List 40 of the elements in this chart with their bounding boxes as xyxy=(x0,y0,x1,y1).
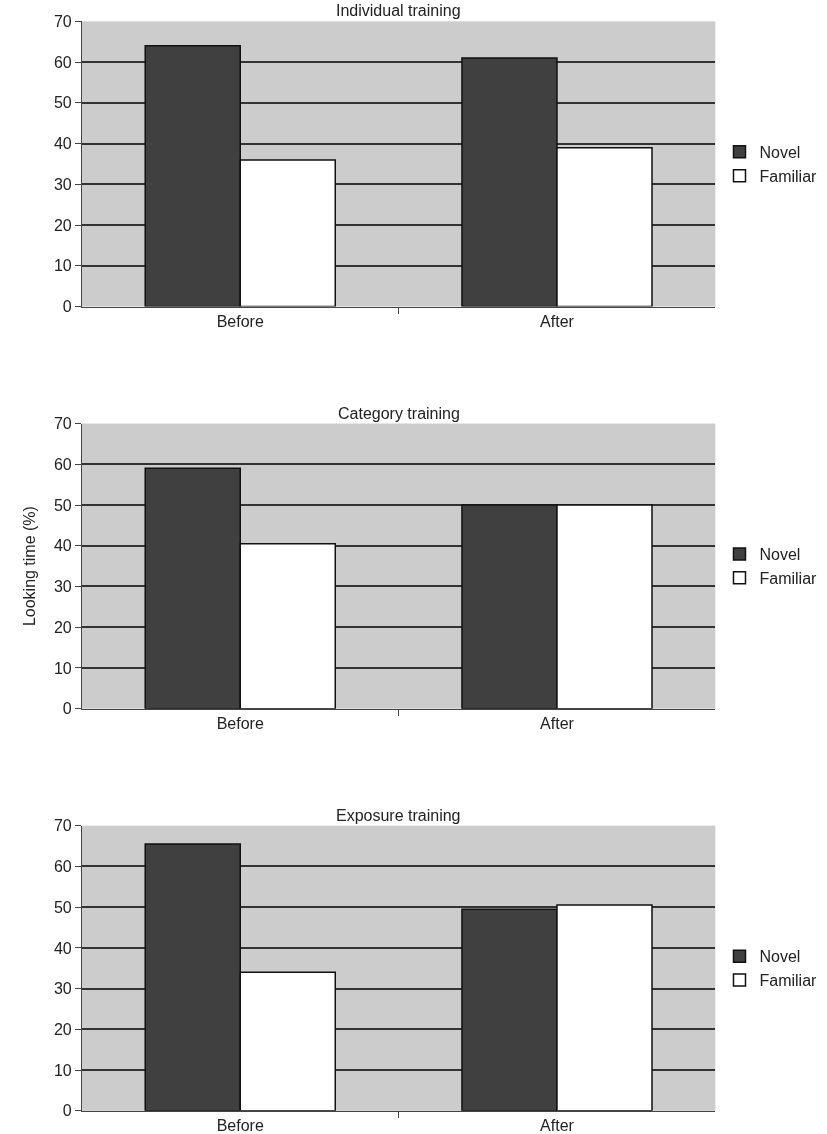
y-tick-label: 60 xyxy=(53,858,72,876)
legend-label: Novel xyxy=(759,546,801,564)
y-tick-label: 20 xyxy=(53,1020,72,1038)
x-tick-label: After xyxy=(540,714,575,732)
legend-label: Familiar xyxy=(759,167,818,185)
y-tick-label: 70 xyxy=(53,12,72,30)
y-tick-label: 30 xyxy=(53,175,72,193)
y-tick-label: 40 xyxy=(53,135,72,153)
y-tick-label: 0 xyxy=(62,1102,72,1120)
chart-title: Category training xyxy=(338,405,460,422)
y-tick-label: 10 xyxy=(53,659,72,677)
chart-title: Exposure training xyxy=(336,807,461,824)
y-tick-label: 50 xyxy=(53,496,72,514)
y-axis-title: Looking time (%) xyxy=(20,506,38,627)
chart-title: Individual training xyxy=(336,2,461,19)
y-tick-label: 20 xyxy=(53,618,72,636)
y-tick-label: 30 xyxy=(53,980,72,998)
legend-label: Novel xyxy=(759,144,801,162)
y-tick-label: 10 xyxy=(53,1061,72,1079)
y-tick-label: 50 xyxy=(53,898,72,916)
x-tick-label: Before xyxy=(216,714,264,732)
y-tick-label: 60 xyxy=(53,53,72,71)
y-tick-label: 0 xyxy=(62,298,72,316)
y-tick-label: 60 xyxy=(53,455,72,473)
legend-label: Familiar xyxy=(759,972,818,990)
legend-label: Novel xyxy=(759,948,801,966)
y-tick-label: 30 xyxy=(53,578,72,596)
x-tick-label: After xyxy=(540,312,575,330)
y-tick-label: 10 xyxy=(53,257,72,275)
x-tick-label: Before xyxy=(216,312,264,330)
x-tick-label: After xyxy=(540,1117,575,1134)
legend-label: Familiar xyxy=(759,570,818,588)
y-tick-label: 50 xyxy=(53,94,72,112)
y-tick-label: 40 xyxy=(53,537,72,555)
y-tick-label: 40 xyxy=(53,939,72,957)
y-tick-label: 70 xyxy=(53,817,72,835)
y-tick-label: 0 xyxy=(62,700,72,718)
x-tick-label: Before xyxy=(216,1117,264,1134)
y-tick-label: 20 xyxy=(53,216,72,234)
y-tick-label: 70 xyxy=(53,415,72,433)
